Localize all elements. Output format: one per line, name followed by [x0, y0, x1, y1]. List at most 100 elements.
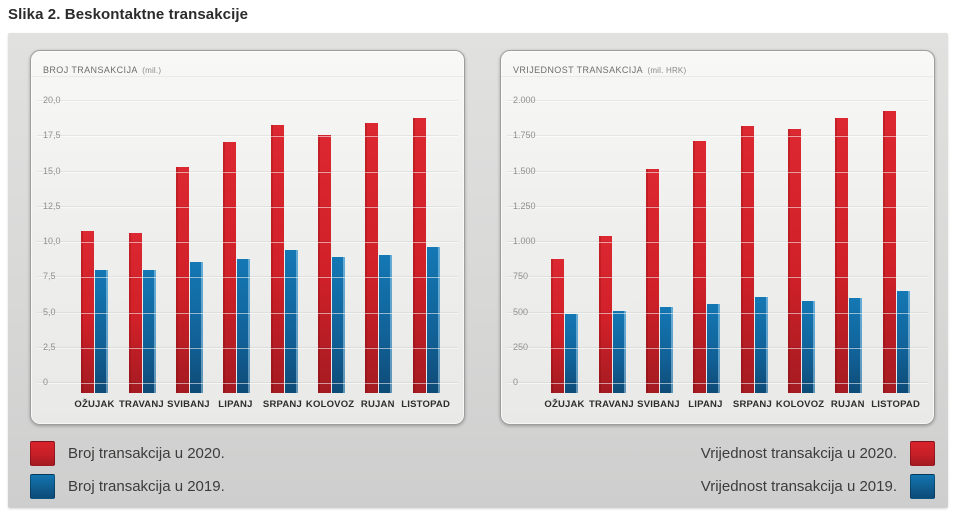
grid-line	[507, 241, 928, 242]
bar-group	[365, 123, 393, 393]
x-axis-label: RUJAN	[830, 399, 865, 410]
x-axis-label: SRPANJ	[732, 399, 772, 410]
bar-group	[645, 168, 673, 393]
grid-line	[507, 382, 928, 383]
x-axis-label: RUJAN	[360, 399, 395, 410]
x-axis: OŽUJAK TRAVANJ SVIBANJ LIPANJ SRPANJ KOLOVOZ R…	[541, 399, 920, 410]
chart-unit-label: (mil.)	[142, 66, 162, 75]
bar-2019	[849, 298, 863, 393]
legend-swatch	[30, 474, 55, 499]
legend-item: Vrijednost transakcija u 2020.	[701, 441, 935, 466]
chart-title: VRIJEDNOST TRANSAKCIJA	[513, 65, 643, 75]
y-axis-tick-label: 1.000	[513, 236, 536, 246]
bar-2019	[896, 291, 910, 393]
x-axis-label: KOLOVOZ	[305, 399, 355, 410]
bar-2020	[175, 167, 189, 393]
y-axis-tick-label: 2,5	[43, 341, 56, 352]
bar-2019	[426, 247, 440, 393]
legend-vrijednost-transakcija: Vrijednost transakcija u 2020. Vrijednost…	[701, 441, 935, 499]
grid-line	[37, 346, 458, 348]
x-axis-label: SVIBANJ	[637, 399, 680, 410]
bar-group	[740, 125, 768, 393]
y-axis-tick-label: 500	[513, 306, 529, 317]
x-axis-label: TRAVANJ	[119, 399, 164, 410]
grid-line	[507, 311, 928, 313]
bar-group	[551, 258, 579, 393]
bar-group	[270, 124, 298, 393]
figure-canvas: BROJ TRANSAKCIJA (mil.) OŽUJAK TRAVANJ SVI…	[8, 33, 948, 508]
legend-item: Vrijednost transakcija u 2019.	[701, 474, 935, 499]
y-axis-tick-label: 5,0	[43, 306, 56, 317]
grid-line	[507, 346, 928, 348]
legend-swatch	[910, 474, 935, 499]
bar-2019	[379, 254, 393, 393]
bar-2019	[754, 296, 768, 393]
bar-2019	[612, 310, 626, 393]
bar-2019	[565, 313, 579, 393]
x-axis-label: LISTOPAD	[401, 399, 451, 410]
y-axis-tick-label: 15,0	[43, 165, 61, 176]
x-axis: OŽUJAK TRAVANJ SVIBANJ LIPANJ SRPANJ KOLOVOZ R…	[71, 399, 450, 410]
bar-group	[788, 129, 816, 393]
grid-line	[37, 135, 458, 137]
bar-2020	[882, 111, 896, 393]
legend-label: Broj transakcija u 2020.	[68, 445, 225, 462]
bar-2020	[81, 230, 95, 393]
figure-title: Slika 2. Beskontaktne transakcije	[8, 6, 249, 23]
x-axis-label: TRAVANJ	[589, 399, 634, 410]
bar-2020	[318, 134, 332, 393]
grid-line	[37, 311, 458, 313]
x-axis-label: LIPANJ	[688, 399, 723, 410]
bar-2020	[598, 236, 612, 393]
x-axis-label: OŽUJAK	[544, 399, 585, 410]
chart-unit-label: (mil. HRK)	[647, 66, 687, 75]
legend-swatch	[910, 441, 935, 466]
bar-2019	[659, 307, 673, 393]
x-axis-label: SVIBANJ	[167, 399, 210, 410]
bar-2020	[551, 258, 565, 393]
x-axis-label: LIPANJ	[218, 399, 253, 410]
legend-label: Vrijednost transakcija u 2020.	[700, 445, 897, 462]
bar-2020	[365, 123, 379, 393]
bar-2020	[835, 118, 849, 393]
grid-line	[507, 170, 928, 172]
y-axis-tick-label: 1.250	[513, 200, 536, 211]
y-axis-tick-label: 750	[513, 271, 529, 282]
chart-title: BROJ TRANSAKCIJA	[43, 65, 138, 75]
grid-line	[37, 170, 458, 172]
bar-2020	[412, 117, 426, 393]
bar-group	[693, 141, 721, 393]
bar-group	[81, 230, 109, 393]
bar-2020	[223, 141, 237, 393]
x-axis-label: SRPANJ	[262, 399, 302, 410]
bar-group	[175, 167, 203, 393]
y-axis-tick-label: 20,0	[43, 95, 61, 105]
chart-header: VRIJEDNOST TRANSAKCIJA (mil. HRK)	[501, 51, 934, 77]
y-axis-tick-label: 2.000	[513, 95, 536, 105]
bar-2019	[332, 257, 346, 393]
bar-2020	[270, 124, 284, 393]
grid-line	[507, 205, 928, 207]
grid-line	[37, 382, 458, 383]
x-axis-label: LISTOPAD	[871, 399, 921, 410]
x-axis-label: KOLOVOZ	[775, 399, 825, 410]
y-axis-tick-label: 250	[513, 341, 529, 352]
legend-label: Broj transakcija u 2019.	[68, 478, 225, 495]
bar-2020	[788, 129, 802, 393]
grid-line	[507, 100, 928, 101]
y-axis-tick-label: 0	[43, 377, 49, 387]
bar-group	[835, 118, 863, 393]
y-axis-tick-label: 17,5	[43, 130, 61, 141]
bar-2019	[142, 270, 156, 393]
bar-group	[598, 236, 626, 393]
x-axis-label: OŽUJAK	[74, 399, 115, 410]
bar-group	[128, 233, 156, 393]
bar-2020	[645, 168, 659, 393]
legend-item: Broj transakcija u 2019.	[30, 474, 225, 499]
grid-line	[37, 241, 458, 242]
bar-group	[223, 141, 251, 393]
bars-area	[541, 93, 920, 393]
legend-item: Broj transakcija u 2020.	[30, 441, 225, 466]
bar-2019	[189, 261, 203, 393]
bar-group	[882, 111, 910, 393]
